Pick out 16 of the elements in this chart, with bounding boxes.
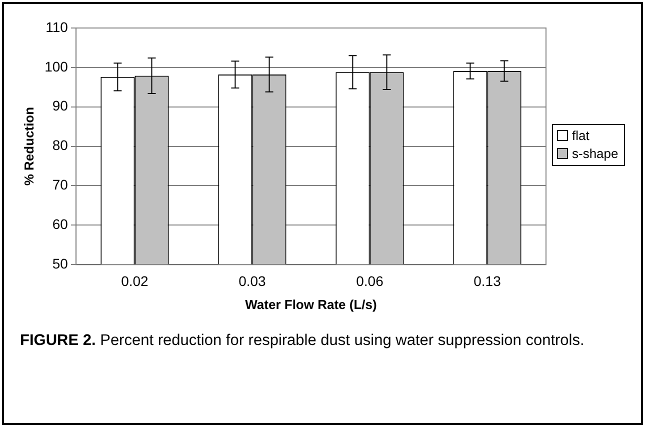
y-tick-label: 70 — [52, 176, 68, 193]
y-tick-label: 90 — [52, 98, 68, 114]
x-tick-label: 0.03 — [238, 272, 266, 289]
text: flat — [571, 127, 590, 146]
caption: FIGURE 2. Percent reduction for respirable dust using water suppression controls. — [20, 331, 586, 351]
x-tick-label: 0.13 — [474, 272, 502, 289]
y-tick-label: 60 — [52, 216, 68, 232]
x-axis-title: Water Flow Rate (L/s) — [245, 296, 377, 312]
x-tick-label: 0.06 — [356, 272, 384, 289]
y-tick-label: 80 — [52, 137, 68, 154]
y-axis-title: % Reduction — [21, 106, 36, 186]
legend-label: s-shape — [571, 145, 618, 164]
x-tick-label: 0.02 — [121, 272, 149, 289]
y-tick-label: 100 — [44, 58, 68, 74]
y-tick-label: 50 — [52, 255, 68, 272]
y-tick-label: 110 — [46, 18, 68, 35]
